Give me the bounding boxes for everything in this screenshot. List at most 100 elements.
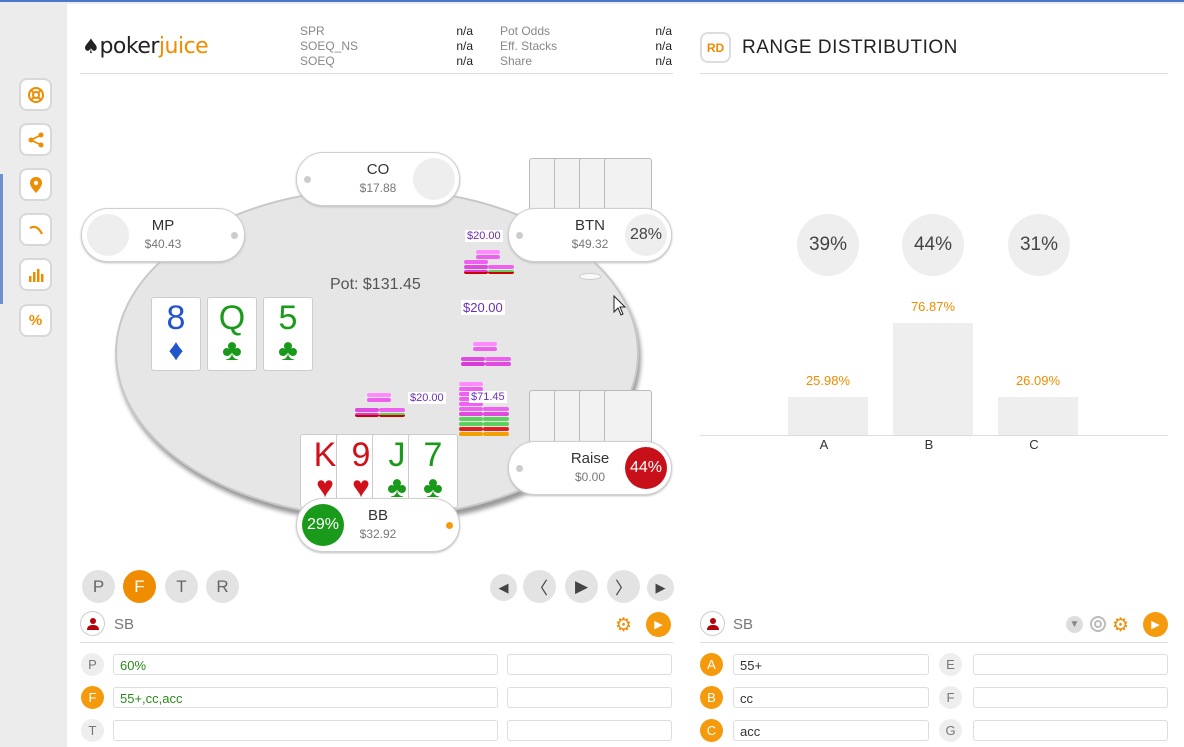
middle-bet-amount: $20.00 bbox=[461, 300, 505, 315]
seat-raise[interactable]: Raise $0.00 44% bbox=[508, 441, 672, 495]
chart-bar bbox=[998, 397, 1078, 435]
pokerjuice-logo: ♠pokerjuice bbox=[82, 34, 209, 59]
stat-value-spr: n/a bbox=[456, 24, 473, 38]
chart-category-label: B bbox=[924, 437, 934, 452]
seat-indicator-dot bbox=[231, 232, 238, 239]
club-suit-icon: ♣ bbox=[387, 471, 407, 504]
prev-step-button[interactable]: 〈 bbox=[523, 570, 556, 603]
chart-bar bbox=[893, 323, 973, 435]
dealer-indicator-dot bbox=[446, 522, 453, 529]
range-bar-chart: 25.98% A 76.87% B 26.09% C bbox=[700, 254, 1168, 454]
pot-amount: Pot: $131.45 bbox=[330, 276, 421, 293]
seat-equity: 29% bbox=[302, 504, 344, 546]
chart-value-label: 26.09% bbox=[1015, 373, 1061, 388]
logo-text-juice: juice bbox=[158, 34, 209, 59]
header-divider bbox=[80, 73, 673, 74]
pot-chip-amount: $71.45 bbox=[469, 391, 507, 403]
rd-settings-gear-icon[interactable]: ⚙ bbox=[1112, 615, 1130, 636]
play-button[interactable]: ▶ bbox=[565, 570, 598, 603]
rd-player-icon bbox=[700, 611, 725, 636]
rd-run-play-button[interactable]: ▶ bbox=[1143, 612, 1168, 637]
seat-equity: 44% bbox=[625, 447, 667, 489]
stat-label-pot-odds: Pot Odds bbox=[500, 24, 551, 38]
bar-chart-icon[interactable] bbox=[19, 258, 52, 291]
lifebuoy-icon[interactable] bbox=[19, 78, 52, 111]
player-label: SB bbox=[114, 616, 135, 633]
group-input-a[interactable]: 55+ bbox=[733, 654, 929, 675]
logo-text-poker: poker bbox=[99, 34, 159, 59]
range-input-t[interactable] bbox=[113, 720, 498, 741]
seat-indicator-dot bbox=[516, 465, 523, 472]
row-label-t: T bbox=[81, 719, 104, 742]
heart-suit-icon: ♥ bbox=[352, 471, 370, 504]
bb-chip-stack bbox=[355, 393, 407, 421]
chevron-down-icon[interactable]: ▼ bbox=[1066, 616, 1083, 633]
range-input-f-extra[interactable] bbox=[507, 687, 672, 708]
group-input-b[interactable]: cc bbox=[733, 687, 929, 708]
street-preflop[interactable]: P bbox=[82, 570, 115, 603]
seat-btn[interactable]: BTN $49.32 28% bbox=[508, 208, 672, 262]
group-input-g[interactable] bbox=[973, 720, 1168, 741]
seat-name: CO bbox=[366, 161, 390, 178]
spade-logo-icon: ♠ bbox=[82, 34, 100, 58]
chart-category-label: C bbox=[1029, 437, 1039, 452]
run-play-button[interactable]: ▶ bbox=[646, 612, 671, 637]
stat-value-eff-stacks: n/a bbox=[655, 39, 672, 53]
rd-title: RANGE DISTRIBUTION bbox=[742, 37, 958, 58]
equity-b: 44% bbox=[902, 214, 964, 276]
rd-panel-divider bbox=[700, 642, 1168, 643]
stat-label-share: Share bbox=[500, 54, 533, 68]
chart-category-label: A bbox=[819, 437, 829, 452]
street-turn[interactable]: T bbox=[165, 570, 198, 603]
seat-stack: $17.88 bbox=[359, 181, 397, 195]
range-input-f[interactable]: 55+,cc,acc bbox=[113, 687, 498, 708]
left-toolbar: % bbox=[0, 4, 67, 747]
percent-icon[interactable]: % bbox=[19, 304, 52, 337]
seat-co[interactable]: CO $17.88 bbox=[296, 152, 460, 206]
range-input-p-extra[interactable] bbox=[507, 654, 672, 675]
row-label-p: P bbox=[81, 653, 104, 676]
stat-label-spr: SPR bbox=[300, 24, 325, 38]
location-pin-icon[interactable] bbox=[19, 168, 52, 201]
street-flop[interactable]: F bbox=[123, 570, 156, 603]
bb-bet-amount: $20.00 bbox=[408, 392, 446, 404]
street-river[interactable]: R bbox=[206, 570, 239, 603]
card-rank: Q bbox=[218, 299, 246, 337]
next-step-button[interactable]: 〉 bbox=[607, 570, 640, 603]
group-label-f: F bbox=[939, 686, 962, 709]
rd-header-divider bbox=[700, 73, 1168, 74]
first-step-button[interactable]: ◀ bbox=[490, 574, 517, 601]
stat-value-soeq-ns: n/a bbox=[456, 39, 473, 53]
board-card-2: Q ♣ bbox=[207, 297, 257, 371]
seat-avatar bbox=[87, 214, 129, 256]
diamond-suit-icon: ♦ bbox=[168, 334, 184, 367]
group-input-f[interactable] bbox=[973, 687, 1168, 708]
chart-value-label: 76.87% bbox=[910, 299, 956, 314]
seat-stack: $0.00 bbox=[574, 470, 606, 484]
seat-mp[interactable]: MP $40.43 bbox=[81, 208, 245, 262]
group-input-e[interactable] bbox=[973, 654, 1168, 675]
btn-chip-stack bbox=[464, 250, 516, 278]
share-icon[interactable] bbox=[19, 123, 52, 156]
range-input-t-extra[interactable] bbox=[507, 720, 672, 741]
settings-gear-icon[interactable]: ⚙ bbox=[615, 615, 633, 636]
middle-chip-stack bbox=[461, 342, 513, 370]
seat-name: Raise bbox=[570, 450, 610, 467]
group-input-c[interactable]: acc bbox=[733, 720, 929, 741]
hero-card-4: 7 ♣ bbox=[408, 434, 458, 508]
group-label-e: E bbox=[939, 653, 962, 676]
last-step-button[interactable]: ▶ bbox=[647, 574, 674, 601]
range-input-p[interactable]: 60% bbox=[113, 654, 498, 675]
lifebuoy-icon[interactable] bbox=[1089, 615, 1107, 638]
group-label-c: C bbox=[700, 719, 723, 742]
seat-stack: $32.92 bbox=[359, 527, 397, 541]
seat-equity: 28% bbox=[625, 214, 667, 256]
stat-label-soeq: SOEQ bbox=[300, 54, 335, 68]
seat-name: MP bbox=[151, 217, 175, 234]
heart-suit-icon: ♥ bbox=[316, 471, 334, 504]
card-rank: K bbox=[313, 436, 337, 474]
seat-bb[interactable]: 29% BB $32.92 bbox=[296, 498, 460, 552]
curve-icon[interactable] bbox=[19, 213, 52, 246]
card-rank: J bbox=[388, 436, 406, 474]
card-rank: 5 bbox=[278, 299, 298, 337]
